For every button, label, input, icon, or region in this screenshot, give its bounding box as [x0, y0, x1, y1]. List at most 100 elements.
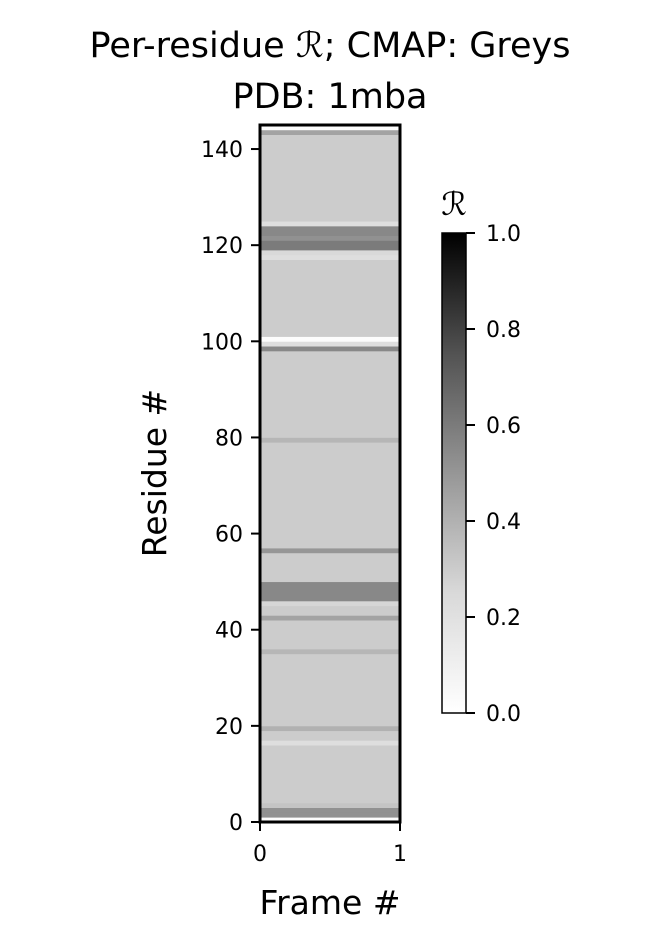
heatmap-cell — [260, 754, 400, 760]
heatmap-cell — [260, 663, 400, 669]
heatmap-cell — [260, 552, 400, 559]
y-tick-label: 80 — [215, 426, 243, 451]
heatmap-cell — [260, 591, 400, 597]
heatmap-cell — [260, 447, 400, 453]
heatmap-cell — [260, 586, 400, 592]
heatmap-cell — [260, 769, 400, 775]
heatmap-cell — [260, 134, 400, 140]
heatmap-cell — [260, 432, 400, 438]
heatmap-cell — [260, 346, 400, 352]
heatmap-cell — [260, 317, 400, 323]
heatmap-cell — [260, 576, 400, 583]
heatmap-cell — [260, 374, 400, 381]
heatmap-cell — [260, 471, 400, 477]
colorbar-tick-label: 0.2 — [486, 606, 521, 631]
heatmap-cell — [260, 629, 400, 635]
heatmap-cell — [260, 644, 400, 650]
heatmap-cell — [260, 672, 400, 679]
colorbar-tick-label: 0.6 — [486, 414, 521, 439]
heatmap-cell — [260, 653, 400, 659]
x-tick-label: 1 — [393, 842, 407, 867]
y-axis-label: Residue # — [135, 389, 174, 557]
heatmap-cell — [260, 283, 400, 289]
heatmap-cell — [260, 163, 400, 169]
heatmap-cell — [260, 173, 400, 179]
heatmap-cells — [260, 125, 400, 823]
heatmap-cell — [260, 711, 400, 717]
heatmap-cell — [260, 302, 400, 309]
heatmap-cell — [260, 149, 400, 155]
heatmap-cell — [260, 475, 400, 482]
heatmap-cell — [260, 187, 400, 193]
heatmap-cell — [260, 499, 400, 506]
heatmap-cell — [260, 259, 400, 265]
heatmap-cell — [260, 398, 400, 405]
heatmap-cell — [260, 197, 400, 203]
heatmap-cell — [260, 394, 400, 400]
heatmap-cell — [260, 370, 400, 376]
heatmap-cell — [260, 451, 400, 458]
heatmap-cell — [260, 326, 400, 333]
heatmap-cell — [260, 490, 400, 496]
y-tick-label: 40 — [215, 619, 243, 644]
heatmap-cell — [260, 639, 400, 645]
heatmap-cell — [260, 740, 400, 746]
heatmap-cell — [260, 802, 400, 808]
heatmap-cell — [260, 764, 400, 770]
heatmap-cell — [260, 206, 400, 212]
heatmap-cell — [260, 336, 400, 342]
heatmap-cell — [260, 778, 400, 784]
heatmap-cell — [260, 293, 400, 299]
heatmap-cell — [260, 461, 400, 467]
heatmap-cell — [260, 519, 400, 525]
heatmap-cell — [260, 730, 400, 736]
heatmap-cell — [260, 721, 400, 727]
heatmap-cell — [260, 254, 400, 260]
colorbar-tick-label: 0.4 — [486, 510, 521, 535]
heatmap-cell — [260, 341, 400, 347]
heatmap-cell — [260, 701, 400, 708]
heatmap-cell — [260, 139, 400, 145]
heatmap-cell — [260, 201, 400, 208]
heatmap-cell — [260, 249, 400, 256]
heatmap-cell — [260, 298, 400, 304]
heatmap-cell — [260, 533, 400, 539]
chart-title: Per-residue ℛ; CMAP: Greys — [89, 26, 570, 66]
heatmap-cell — [260, 716, 400, 722]
y-tick-label: 20 — [215, 715, 243, 740]
heatmap-cell — [260, 759, 400, 765]
heatmap-cell — [260, 788, 400, 794]
heatmap-cell — [260, 514, 400, 520]
heatmap-cell — [260, 168, 400, 174]
plot-frame — [258, 123, 402, 824]
heatmap-cell — [260, 557, 400, 563]
heatmap-cell — [260, 658, 400, 664]
heatmap-cell — [260, 125, 400, 131]
heatmap-cell — [260, 192, 400, 198]
heatmap-cell — [260, 735, 400, 741]
heatmap-cell — [260, 725, 400, 732]
heatmap-cell — [260, 692, 400, 698]
heatmap-cell — [260, 365, 400, 371]
heatmap-cell — [260, 418, 400, 424]
heatmap-cell — [260, 216, 400, 222]
heatmap-cell — [260, 677, 400, 683]
chart-subtitle: PDB: 1mba — [232, 77, 427, 117]
colorbar-label: ℛ — [441, 185, 467, 223]
heatmap-cell — [260, 509, 400, 515]
heatmap-cell — [260, 403, 400, 410]
heatmap-cell — [260, 269, 400, 275]
heatmap-cell — [260, 697, 400, 703]
heatmap-cell — [260, 264, 400, 270]
heatmap-cell — [260, 408, 400, 414]
heatmap-cell — [260, 384, 400, 390]
heatmap-cell — [260, 773, 400, 780]
colorbar-tick-label: 0.8 — [486, 318, 521, 343]
heatmap-cell — [260, 158, 400, 164]
heatmap-cell — [260, 687, 400, 693]
heatmap-cell — [260, 620, 400, 626]
heatmap-cell — [260, 456, 400, 462]
heatmap-cell — [260, 274, 400, 280]
